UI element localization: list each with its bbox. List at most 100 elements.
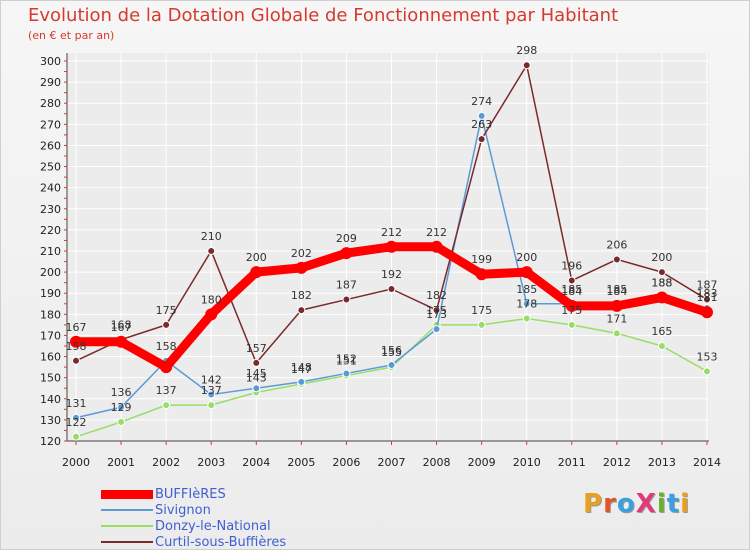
x-tick-label: 2010 xyxy=(513,456,541,469)
y-tick-label: 270 xyxy=(40,118,61,131)
data-point-0 xyxy=(205,308,218,321)
data-point-3 xyxy=(162,320,171,329)
y-tick-label: 290 xyxy=(40,76,61,89)
legend-swatch-curtil xyxy=(101,541,153,543)
data-point-2 xyxy=(522,314,531,323)
data-point-2 xyxy=(117,418,126,426)
x-tick-label: 2002 xyxy=(152,456,180,469)
data-label: 158 xyxy=(156,340,177,353)
data-label: 168 xyxy=(111,319,132,332)
data-label: 152 xyxy=(336,352,357,365)
y-tick-label: 230 xyxy=(40,203,61,216)
data-point-3 xyxy=(567,276,576,285)
y-tick-label: 180 xyxy=(40,308,61,321)
data-label: 156 xyxy=(381,344,402,357)
data-label: 206 xyxy=(606,238,627,251)
y-tick-label: 200 xyxy=(40,266,61,279)
data-point-3 xyxy=(342,295,351,304)
data-label: 188 xyxy=(651,276,672,289)
data-point-1 xyxy=(117,403,126,412)
y-tick-label: 240 xyxy=(40,182,61,195)
data-point-1 xyxy=(207,390,216,399)
data-label: 185 xyxy=(561,283,582,296)
data-label: 175 xyxy=(471,304,492,317)
data-point-0 xyxy=(701,306,713,319)
data-point-2 xyxy=(612,329,621,338)
x-tick-label: 2012 xyxy=(603,456,631,469)
data-label: 183 xyxy=(697,287,718,300)
data-label: 187 xyxy=(697,279,718,292)
data-label: 178 xyxy=(516,298,537,311)
data-label: 263 xyxy=(471,118,492,131)
data-point-0 xyxy=(160,361,173,374)
data-point-0 xyxy=(475,268,488,281)
x-tick-label: 2004 xyxy=(242,456,270,469)
x-tick-label: 2011 xyxy=(558,456,586,469)
logo-letter: o xyxy=(616,489,636,519)
proxiti-logo: ProXiti xyxy=(583,489,690,519)
logo-letter: r xyxy=(603,489,617,519)
data-label: 188 xyxy=(651,276,672,289)
y-tick-label: 260 xyxy=(40,139,61,152)
data-label: 185 xyxy=(606,283,627,296)
data-label: 175 xyxy=(426,304,447,317)
data-label: 145 xyxy=(246,367,267,380)
chart-title: Evolution de la Dotation Globale de Fonc… xyxy=(28,5,619,26)
data-point-1 xyxy=(342,369,351,378)
y-tick-label: 120 xyxy=(40,435,61,448)
data-point-1 xyxy=(252,384,261,393)
data-label: 185 xyxy=(516,283,537,296)
data-label: 171 xyxy=(606,312,627,325)
data-label: 200 xyxy=(651,251,672,264)
data-point-0 xyxy=(610,299,623,312)
data-label: 298 xyxy=(516,44,537,57)
data-label: 142 xyxy=(201,374,222,387)
data-label: 173 xyxy=(426,308,447,321)
data-label: 147 xyxy=(291,363,312,376)
legend-item-curtil: Curtil-sous-Buffières xyxy=(101,534,286,550)
data-point-0 xyxy=(70,335,82,348)
data-point-0 xyxy=(520,266,533,279)
legend: BUFFIèRES Sivignon Donzy-le-National Cur… xyxy=(101,486,286,550)
data-point-3 xyxy=(703,295,711,304)
data-label: 155 xyxy=(381,346,402,359)
data-point-1 xyxy=(72,413,80,422)
y-tick-label: 170 xyxy=(40,329,61,342)
y-tick-label: 130 xyxy=(40,414,61,427)
data-point-0 xyxy=(565,299,578,312)
y-tick-label: 150 xyxy=(40,372,61,385)
data-label: 202 xyxy=(291,247,312,260)
data-label: 165 xyxy=(651,325,672,338)
x-tick-label: 2005 xyxy=(287,456,315,469)
x-tick-label: 2003 xyxy=(197,456,225,469)
y-tick-label: 190 xyxy=(40,287,61,300)
y-tick-label: 300 xyxy=(40,55,61,68)
data-point-0 xyxy=(655,291,668,304)
data-label: 137 xyxy=(156,384,177,397)
data-point-3 xyxy=(657,268,666,277)
data-label: 182 xyxy=(291,289,312,302)
data-point-0 xyxy=(340,247,353,260)
x-tick-label: 2006 xyxy=(332,456,360,469)
data-point-3 xyxy=(72,356,80,365)
data-point-3 xyxy=(612,255,621,264)
data-label: 209 xyxy=(336,232,357,245)
legend-label: Sivignon xyxy=(155,502,211,518)
data-point-0 xyxy=(430,240,443,253)
legend-item-buffieres: BUFFIèRES xyxy=(101,486,286,502)
legend-label: Curtil-sous-Buffières xyxy=(155,534,287,550)
data-label: 199 xyxy=(471,253,492,266)
data-point-2 xyxy=(477,320,486,329)
legend-swatch-buffieres xyxy=(101,489,153,499)
data-point-1 xyxy=(477,111,486,120)
data-label: 148 xyxy=(291,361,312,374)
data-point-3 xyxy=(477,135,486,144)
data-point-0 xyxy=(385,240,398,253)
data-label: 184 xyxy=(606,285,627,298)
data-label: 131 xyxy=(66,397,87,410)
y-tick-label: 250 xyxy=(40,161,61,174)
data-point-2 xyxy=(207,401,216,410)
chart-subtitle: (en € et par an) xyxy=(28,29,115,42)
y-tick-label: 160 xyxy=(40,351,61,364)
